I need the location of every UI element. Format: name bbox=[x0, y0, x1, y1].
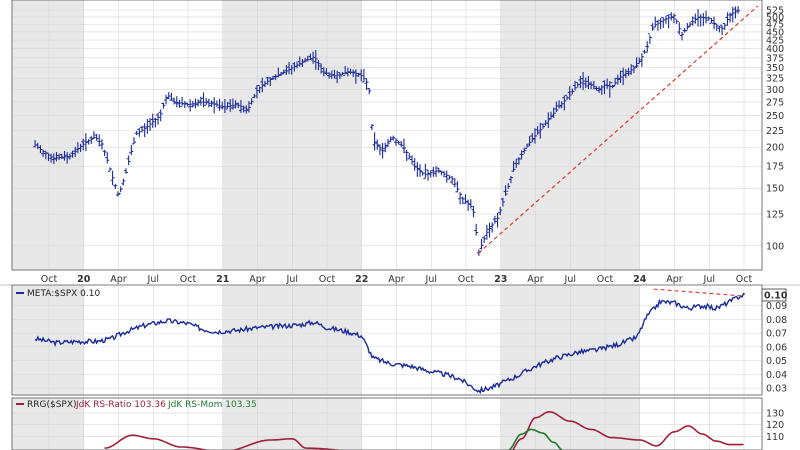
y-tick-label: 400 bbox=[766, 44, 784, 55]
ratio-legend-label: META:$SPX 0.10 bbox=[27, 289, 100, 299]
trendline bbox=[653, 288, 745, 297]
y-tick-label: 175 bbox=[766, 162, 784, 173]
y-tick-label: 0.07 bbox=[766, 329, 787, 340]
x-tick-label: Apr bbox=[388, 274, 405, 285]
y-tick-label: 0.06 bbox=[766, 342, 787, 353]
x-tick-label: 21 bbox=[216, 274, 229, 285]
y-tick-label: 250 bbox=[766, 111, 784, 122]
x-tick-label: Apr bbox=[666, 274, 683, 285]
year-band bbox=[12, 0, 84, 270]
x-tick-label: Jul bbox=[703, 274, 715, 285]
x-tick-label: Oct bbox=[319, 274, 336, 285]
y-tick-label: 0.03 bbox=[766, 384, 787, 395]
rrg-legend-ratio: JdK RS-Ratio 103.36 bbox=[75, 400, 166, 410]
y-tick-label: 0.09 bbox=[766, 301, 787, 312]
y-tick-label: 100 bbox=[766, 241, 784, 252]
y-tick-label: 0.04 bbox=[766, 370, 787, 381]
rrg-line bbox=[505, 428, 567, 450]
y-tick-label: 110 bbox=[766, 432, 784, 443]
y-tick-label: 275 bbox=[766, 97, 784, 108]
x-tick-label: Oct bbox=[458, 274, 475, 285]
y-tick-label: 150 bbox=[766, 184, 784, 195]
trendline bbox=[478, 5, 759, 254]
panel-frame bbox=[11, 284, 763, 396]
x-tick-label: Oct bbox=[597, 274, 614, 285]
x-tick-label: Jul bbox=[147, 274, 159, 285]
rrg-line bbox=[104, 411, 744, 450]
y-tick-label: 525 bbox=[766, 6, 784, 17]
year-band bbox=[12, 398, 84, 450]
x-tick-label: Oct bbox=[180, 274, 197, 285]
y-tick-label: 375 bbox=[766, 53, 784, 64]
y-tick-label: 350 bbox=[766, 63, 784, 74]
y-tick-label: 0.05 bbox=[766, 356, 787, 367]
y-tick-label: 120 bbox=[766, 420, 784, 431]
rrg-legend-prefix: RRG($SPX) bbox=[27, 400, 77, 410]
y-tick-label: 425 bbox=[766, 36, 784, 47]
y-tick-label: 475 bbox=[766, 20, 784, 31]
y-tick-label: 130 bbox=[766, 409, 784, 420]
x-tick-label: Apr bbox=[249, 274, 266, 285]
panel-frame bbox=[11, 397, 763, 450]
y-tick-label: 125 bbox=[766, 210, 784, 221]
y-tick-label: 225 bbox=[766, 126, 784, 137]
ratio-line bbox=[34, 292, 746, 395]
x-tick-label: Oct bbox=[736, 274, 753, 285]
y-tick-label: 300 bbox=[766, 85, 784, 96]
x-tick-label: Oct bbox=[41, 274, 58, 285]
y-tick-label: 0.08 bbox=[766, 315, 787, 326]
x-tick-label: 24 bbox=[633, 274, 647, 285]
last-value-label: 0.10 bbox=[764, 291, 788, 302]
x-tick-label: 22 bbox=[355, 274, 368, 285]
panel-frame bbox=[11, 0, 763, 271]
y-tick-label: 450 bbox=[766, 27, 784, 38]
x-tick-label: Jul bbox=[286, 274, 298, 285]
x-tick-label: Jul bbox=[425, 274, 437, 285]
y-tick-label: 500 bbox=[766, 12, 784, 23]
x-tick-label: 20 bbox=[77, 274, 91, 285]
x-tick-label: 23 bbox=[494, 274, 507, 285]
rrg-legend-mom: JdK RS-Mom 103.35 bbox=[167, 400, 257, 410]
x-tick-label: Apr bbox=[110, 274, 127, 285]
x-tick-label: Jul bbox=[564, 274, 576, 285]
y-tick-label: 325 bbox=[766, 74, 784, 85]
y-tick-label: 200 bbox=[766, 143, 784, 154]
x-tick-label: Apr bbox=[527, 274, 544, 285]
